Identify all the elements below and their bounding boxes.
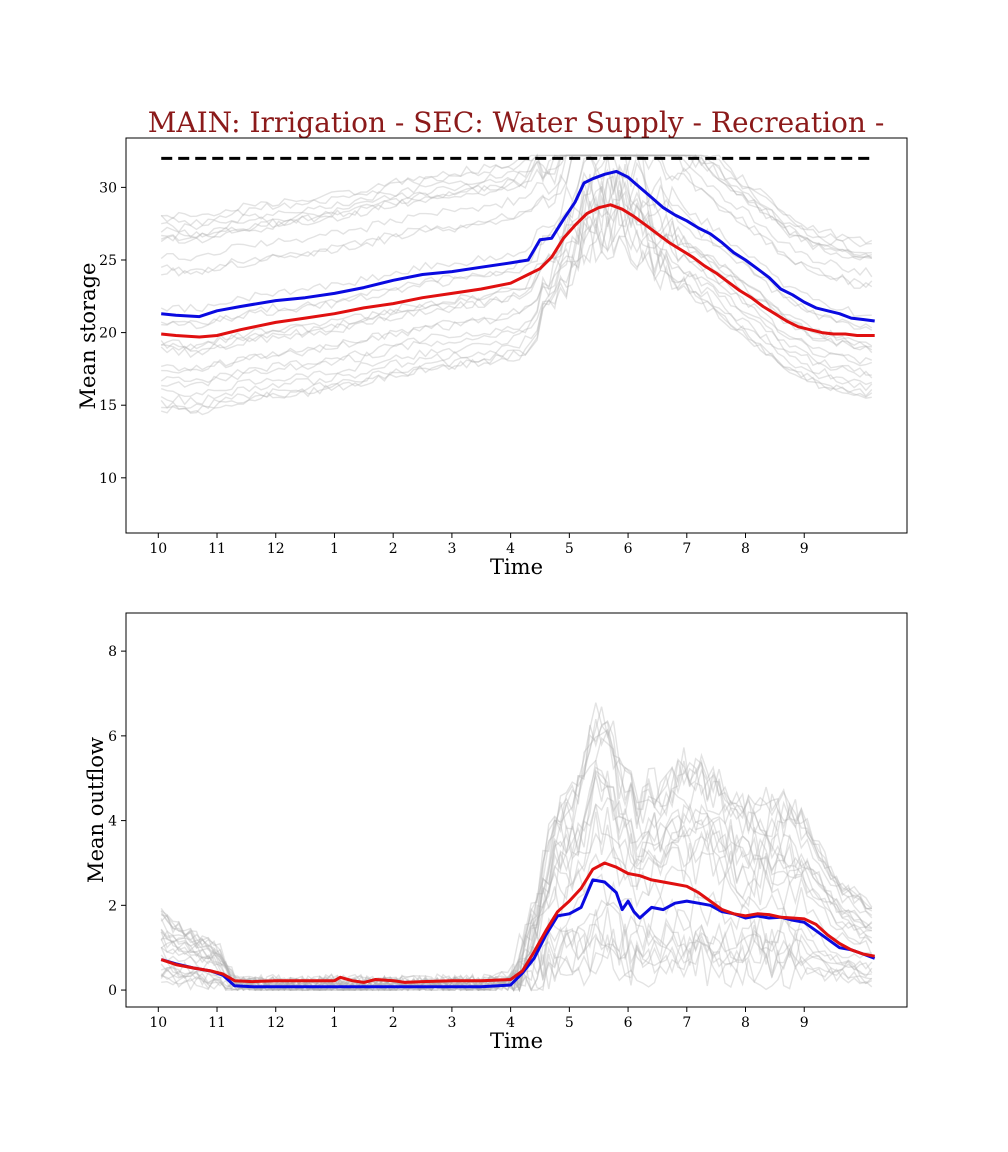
- background-traces: [160, 152, 873, 416]
- ensemble-trace: [161, 154, 872, 261]
- x-tick-label: 7: [682, 541, 691, 557]
- x-tick-label: 12: [267, 1015, 285, 1031]
- ensemble-trace: [160, 154, 873, 329]
- y-tick-label: 4: [108, 814, 117, 830]
- x-axis-label: Time: [490, 555, 543, 579]
- ensemble-trace: [161, 216, 872, 414]
- series-line-0: [161, 169, 875, 323]
- ensemble-trace: [161, 154, 872, 254]
- y-tick-label: 10: [99, 471, 117, 487]
- ensemble-trace: [160, 186, 872, 384]
- x-tick-label: 4: [506, 1015, 515, 1031]
- x-tick-label: 1: [330, 541, 339, 557]
- x-tick-label: 1: [330, 1015, 339, 1031]
- ensemble-trace: [160, 806, 873, 992]
- plot-frame: [125, 612, 908, 1008]
- x-tick-label: 8: [741, 1015, 750, 1031]
- x-tick-label: 12: [267, 541, 285, 557]
- ensemble-trace: [160, 154, 872, 248]
- y-tick-label: 2: [108, 898, 117, 914]
- x-tick-label: 2: [389, 541, 398, 557]
- ensemble-trace: [160, 723, 872, 991]
- figure-title: MAIN: Irrigation - SEC: Water Supply - R…: [148, 106, 885, 139]
- series-layer: [160, 861, 876, 989]
- ensemble-trace: [161, 189, 873, 388]
- y-tick-label: 6: [108, 729, 117, 745]
- series-line-1: [161, 203, 875, 339]
- y-axis: 10 15 20 25 30: [99, 180, 126, 487]
- y-tick-label: 15: [99, 398, 117, 414]
- ensemble-trace: [161, 168, 873, 356]
- ensemble-trace: [160, 154, 873, 289]
- x-axis-label: Time: [490, 1029, 543, 1053]
- background-traces: [160, 702, 873, 993]
- plot-frame: [125, 137, 908, 534]
- y-tick-label: 8: [108, 644, 117, 660]
- y-tick-label: 0: [108, 983, 117, 999]
- y-axis-label: Mean outflow: [84, 737, 108, 883]
- ensemble-trace: [160, 202, 873, 398]
- ensemble-trace: [160, 811, 873, 992]
- y-axis: 0 2 4 6 8: [108, 644, 126, 999]
- x-tick-label: 4: [506, 541, 515, 557]
- ensemble-trace: [161, 175, 873, 372]
- ensemble-trace: [160, 154, 872, 259]
- x-tick-label: 9: [800, 1015, 809, 1031]
- ensemble-trace: [160, 770, 872, 992]
- ensemble-trace: [161, 769, 872, 992]
- x-tick-label: 5: [565, 1015, 574, 1031]
- ensemble-trace: [160, 759, 873, 992]
- ensemble-trace: [160, 154, 873, 278]
- ensemble-trace: [160, 173, 873, 351]
- y-tick-label: 30: [99, 180, 117, 196]
- y-tick-label: 25: [99, 253, 117, 269]
- ensemble-trace: [160, 216, 873, 406]
- x-tick-label: 9: [800, 541, 809, 557]
- ensemble-trace: [161, 154, 873, 245]
- x-tick-label: 6: [624, 541, 633, 557]
- x-tick-label: 3: [447, 1015, 456, 1031]
- x-tick-label: 5: [565, 541, 574, 557]
- ensemble-trace: [160, 164, 872, 350]
- y-axis-label: Mean storage: [76, 263, 100, 410]
- ensemble-trace: [160, 899, 873, 992]
- ensemble-trace: [161, 932, 873, 993]
- ensemble-trace: [160, 718, 873, 990]
- ensemble-trace: [160, 934, 873, 992]
- ensemble-trace: [160, 203, 873, 410]
- x-tick-label: 11: [208, 541, 226, 557]
- x-tick-label: 2: [389, 1015, 398, 1031]
- ensemble-trace: [161, 154, 873, 331]
- series-layer: [161, 169, 875, 339]
- ensemble-trace: [160, 154, 873, 259]
- x-tick-label: 10: [149, 541, 167, 557]
- x-tick-label: 7: [682, 1015, 691, 1031]
- ensemble-trace: [161, 154, 873, 289]
- y-tick-label: 20: [99, 326, 117, 342]
- x-tick-label: 8: [741, 541, 750, 557]
- x-axis: 10 11 12 1 2 3 4 5 6 7 8 9: [149, 1007, 809, 1031]
- ensemble-trace: [160, 153, 873, 260]
- x-tick-label: 10: [149, 1015, 167, 1031]
- series-line-1: [160, 861, 875, 984]
- x-tick-label: 3: [447, 541, 456, 557]
- ensemble-trace: [161, 180, 873, 374]
- x-tick-label: 6: [624, 1015, 633, 1031]
- x-tick-label: 11: [208, 1015, 226, 1031]
- ensemble-trace: [160, 152, 872, 318]
- x-axis: 10 11 12 1 2 3 4 5 6 7 8 9: [149, 533, 809, 557]
- ensemble-trace: [161, 224, 873, 416]
